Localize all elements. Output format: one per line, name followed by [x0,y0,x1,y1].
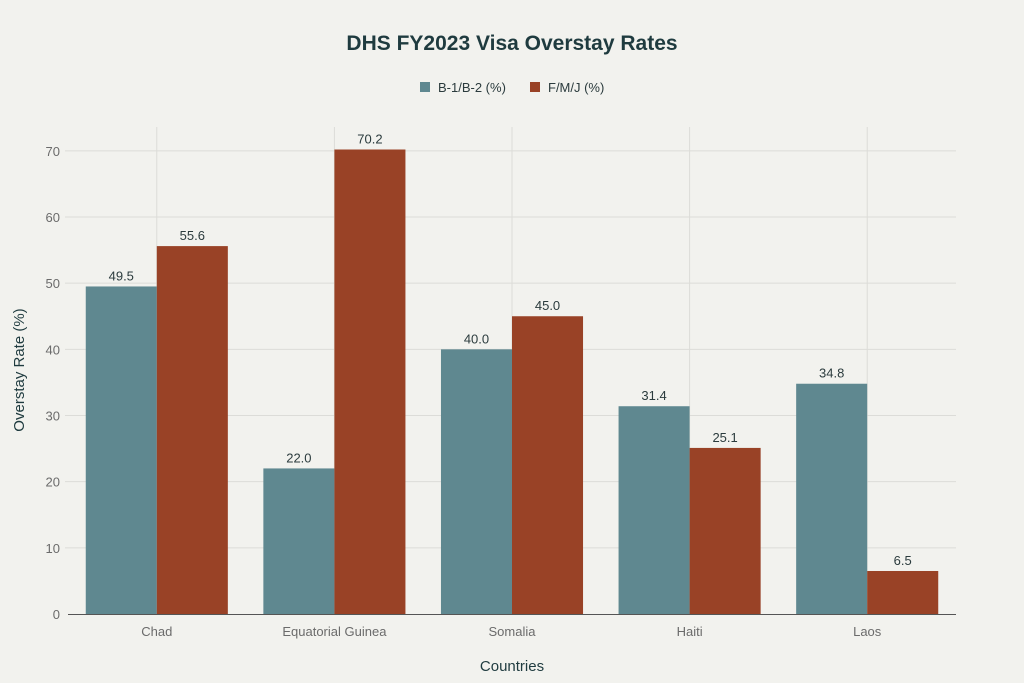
bars: 49.5 55.6 22.0 70.2 40.0 45.0 31.4 25.1 34.8 6.5 [85,131,939,614]
bar-fmj [689,447,761,614]
bar-b1b2 [85,286,157,614]
x-tick-label: Somalia [489,624,537,639]
data-label: 25.1 [712,430,737,445]
y-tick-label: 40 [46,342,60,357]
bar-fmj [512,316,584,614]
data-label: 70.2 [357,131,382,146]
y-axis-label: Overstay Rate (%) [11,308,28,431]
chart-title: DHS FY2023 Visa Overstay Rates [346,32,677,55]
bar-b1b2 [440,349,512,614]
y-tick-label: 10 [46,541,60,556]
bar-fmj [334,149,406,614]
data-label: 6.5 [894,553,912,568]
legend-label: B-1/B-2 (%) [438,80,506,95]
bar-b1b2 [263,468,335,614]
legend-label: F/M/J (%) [548,80,604,95]
data-label: 31.4 [641,388,666,403]
legend: B-1/B-2 (%) F/M/J (%) [420,80,604,95]
data-label: 45.0 [535,298,560,313]
bar-fmj [867,570,939,614]
x-axis-label: Countries [480,658,544,675]
data-label: 40.0 [464,331,489,346]
y-tick-label: 30 [46,408,60,423]
legend-swatch [530,82,540,92]
y-tick-label: 0 [53,607,60,622]
legend-swatch [420,82,430,92]
x-tick-label: Chad [141,624,172,639]
y-tick-label: 70 [46,144,60,159]
data-label: 55.6 [180,228,205,243]
x-tick-label: Haiti [677,624,703,639]
x-tick-label: Equatorial Guinea [282,624,387,639]
y-tick-label: 50 [46,276,60,291]
data-label: 49.5 [109,268,134,283]
data-label: 34.8 [819,366,844,381]
y-tick-label: 60 [46,210,60,225]
bar-b1b2 [618,406,690,614]
y-tick-label: 20 [46,475,60,490]
data-label: 22.0 [286,450,311,465]
bar-b1b2 [796,383,868,614]
bar-fmj [156,246,228,614]
x-tick-label: Laos [853,624,882,639]
